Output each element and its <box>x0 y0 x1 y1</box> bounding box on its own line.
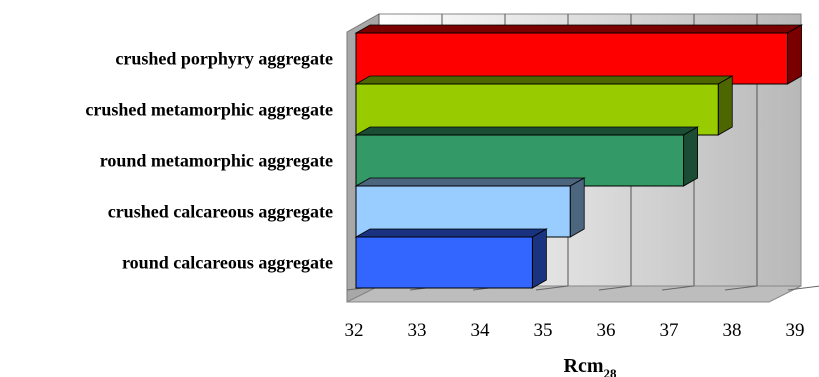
category-label: crushed porphyry aggregate <box>115 49 333 69</box>
bars <box>354 24 804 289</box>
bar-top-face <box>354 24 804 34</box>
bar <box>354 228 548 289</box>
gridline-floor <box>598 285 632 291</box>
bar-front-face <box>355 134 685 187</box>
bar-side-face <box>532 228 547 289</box>
bar-top-face <box>354 177 586 187</box>
x-tick-label: 37 <box>660 320 679 341</box>
x-tick-label: 33 <box>408 320 427 341</box>
x-tick-label: 34 <box>471 320 491 341</box>
x-axis-title: Rcm28 <box>564 355 617 377</box>
category-label: crushed metamorphic aggregate <box>85 100 333 120</box>
category-label: round calcareous aggregate <box>122 253 333 273</box>
gridline-floor <box>787 285 819 291</box>
bar-side-face <box>787 24 802 85</box>
bar-top-face <box>354 75 734 85</box>
x-tick-label: 38 <box>723 320 742 341</box>
bar <box>354 177 586 238</box>
bar-front-face <box>355 185 571 238</box>
chart-floor <box>346 285 802 303</box>
bar-top-face <box>354 126 700 136</box>
bar-side-face <box>569 177 585 238</box>
category-label: round metamorphic aggregate <box>100 151 333 171</box>
gridline-floor <box>535 285 569 291</box>
x-tick-label: 32 <box>345 320 364 341</box>
category-labels: crushed porphyry aggregate crushed metamo… <box>85 49 333 273</box>
bar-top-face <box>354 228 548 238</box>
category-label: crushed calcareous aggregate <box>108 202 333 222</box>
bar-front-face <box>355 236 533 289</box>
bar-front-face <box>355 83 719 136</box>
bar <box>354 24 804 85</box>
bar <box>354 126 700 187</box>
bar-front-face <box>355 32 789 85</box>
x-tick-label: 36 <box>597 320 616 341</box>
gridline-floor <box>661 285 695 291</box>
x-tick-label: 39 <box>786 320 805 341</box>
x-tick-label: 35 <box>534 320 553 341</box>
bar-side-face <box>717 75 733 136</box>
bar-side-face <box>683 126 698 187</box>
x-tick-labels: 32 33 34 35 36 37 38 39 <box>345 320 805 341</box>
bar <box>354 75 734 136</box>
gridline-floor <box>724 285 758 291</box>
